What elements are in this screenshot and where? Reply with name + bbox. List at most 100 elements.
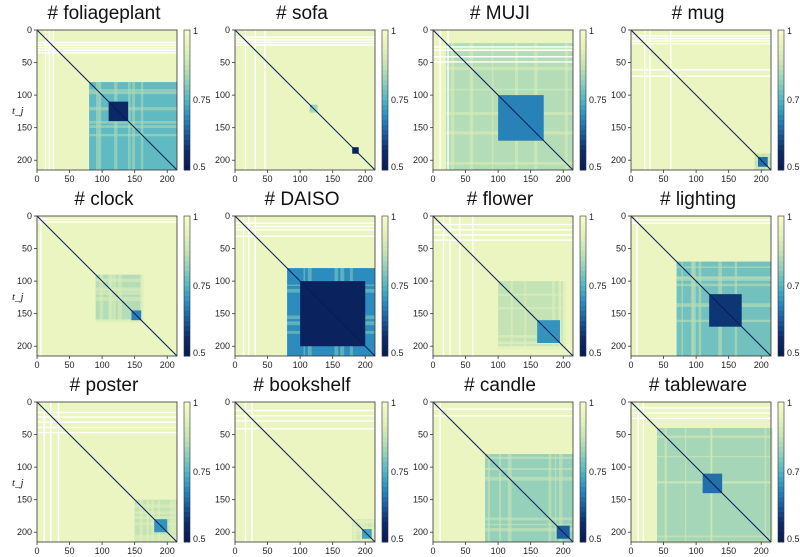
- colorbar-segment: [580, 256, 586, 262]
- colorbar-segment: [580, 231, 586, 237]
- colorbar-segment: [580, 412, 586, 418]
- colorbar-tick-label: 1: [787, 212, 792, 222]
- white-row-line: [235, 229, 375, 231]
- colorbar-segment: [580, 100, 586, 106]
- white-col-line: [50, 402, 52, 542]
- colorbar-segment: [184, 150, 190, 156]
- plot-frame: [630, 215, 772, 357]
- colorbar-segment: [184, 517, 190, 523]
- x-tick-label: 200: [754, 546, 769, 556]
- colorbar-segment: [778, 457, 784, 463]
- colorbar-segment: [580, 251, 586, 257]
- diagonal-line: [36, 29, 178, 171]
- colorbar-tick-label: 0.5: [589, 162, 602, 172]
- colorbar-segment: [580, 60, 586, 66]
- white-row-line: [631, 37, 771, 40]
- heatmap-panel: # candle005050100100150150200200t_i10.75…: [400, 372, 607, 557]
- colorbar-segment: [184, 140, 190, 146]
- x-tick-label: 100: [95, 360, 110, 370]
- colorbar-segment: [580, 467, 586, 473]
- colorbar-segment: [382, 30, 388, 36]
- heatmap-title: # bookshelf: [253, 375, 351, 396]
- colorbar-segment: [184, 95, 190, 101]
- colorbar-segment: [580, 291, 586, 297]
- colorbar-frame: [579, 215, 587, 357]
- diagonal-line: [630, 215, 772, 357]
- x-tick-label: 50: [659, 546, 669, 556]
- y-tick-label: 100: [611, 276, 626, 286]
- colorbar-tick-label: 1: [391, 26, 396, 36]
- cluster-stripe: [681, 261, 683, 356]
- heatmap-svg: 0 0 50 50 100 100 150 150 200 200 t_j 1 0.75 0.5: [12, 211, 211, 370]
- heatmap-panel: # lighting 0 0 50 50 100 100 150 150 200 200 1 0.75 0…: [598, 186, 800, 371]
- colorbar-segment: [184, 241, 190, 247]
- colorbar-segment: [580, 271, 586, 277]
- plot-frame: [36, 401, 178, 543]
- colorbar-segment: [184, 100, 190, 106]
- colorbar-segment: [184, 70, 190, 76]
- x-tick-label: 0: [430, 546, 435, 556]
- y-tick-label: 200: [215, 155, 230, 165]
- white-row-line: [235, 409, 375, 412]
- colorbar-segment: [382, 492, 388, 498]
- colorbar-segment: [184, 221, 190, 227]
- colorbar-segment: [382, 351, 388, 357]
- colorbar-segment: [580, 216, 586, 222]
- diagonal-line: [234, 215, 376, 357]
- colorbar-segment: [580, 236, 586, 242]
- colorbar-segment: [580, 226, 586, 232]
- colorbar-segment: [580, 130, 586, 136]
- colorbar-tick-label: 0.75: [787, 95, 800, 105]
- x-tick-label: 200: [754, 174, 769, 184]
- colorbar-tick-label: 0.75: [589, 95, 607, 105]
- colorbar-segment: [382, 301, 388, 307]
- cluster-stripe: [95, 318, 142, 323]
- x-tick-label: 200: [556, 546, 571, 556]
- colorbar-segment: [778, 512, 784, 518]
- white-row-line: [37, 52, 177, 54]
- x-tick-label: 150: [127, 174, 142, 184]
- x-tick-label: 100: [293, 546, 308, 556]
- cluster-stripe: [134, 516, 177, 519]
- colorbar-segment: [778, 231, 784, 237]
- cluster-stripe: [554, 454, 557, 542]
- colorbar-segment: [382, 130, 388, 136]
- colorbar-segment: [184, 467, 190, 473]
- white-row-line: [235, 420, 375, 422]
- colorbar-segment: [778, 422, 784, 428]
- plot-frame: [36, 29, 178, 171]
- x-tick-label: 50: [461, 174, 471, 184]
- cluster-stripe: [169, 499, 173, 542]
- colorbar-segment: [382, 407, 388, 413]
- y-tick-label: 0: [27, 25, 32, 35]
- x-tick-label: 50: [263, 546, 273, 556]
- colorbar-segment: [382, 512, 388, 518]
- y-tick-label: 0: [27, 211, 32, 221]
- cluster-stripe: [657, 535, 771, 538]
- colorbar-segment: [382, 261, 388, 267]
- white-col-line: [57, 402, 60, 542]
- y-tick-label: 100: [17, 462, 32, 472]
- cluster-stripe: [485, 527, 573, 532]
- colorbar-segment: [382, 316, 388, 322]
- colorbar-segment: [778, 336, 784, 342]
- colorbar-segment: [382, 145, 388, 151]
- x-tick-label: 200: [358, 174, 373, 184]
- y-tick-label: 150: [611, 309, 626, 319]
- plot-frame: [432, 215, 574, 357]
- colorbar-segment: [580, 150, 586, 156]
- y-tick-label: 100: [413, 90, 428, 100]
- white-row-line: [37, 46, 177, 49]
- white-col-line: [649, 30, 651, 170]
- white-row-line: [37, 426, 177, 429]
- x-tick-label: 100: [95, 546, 110, 556]
- colorbar-segment: [580, 487, 586, 493]
- x-tick-label: 0: [430, 174, 435, 184]
- y-tick-label: 50: [616, 430, 626, 440]
- x-tick-label: 100: [689, 360, 704, 370]
- colorbar-segment: [580, 301, 586, 307]
- white-col-line: [449, 216, 451, 356]
- white-col-line: [670, 30, 672, 170]
